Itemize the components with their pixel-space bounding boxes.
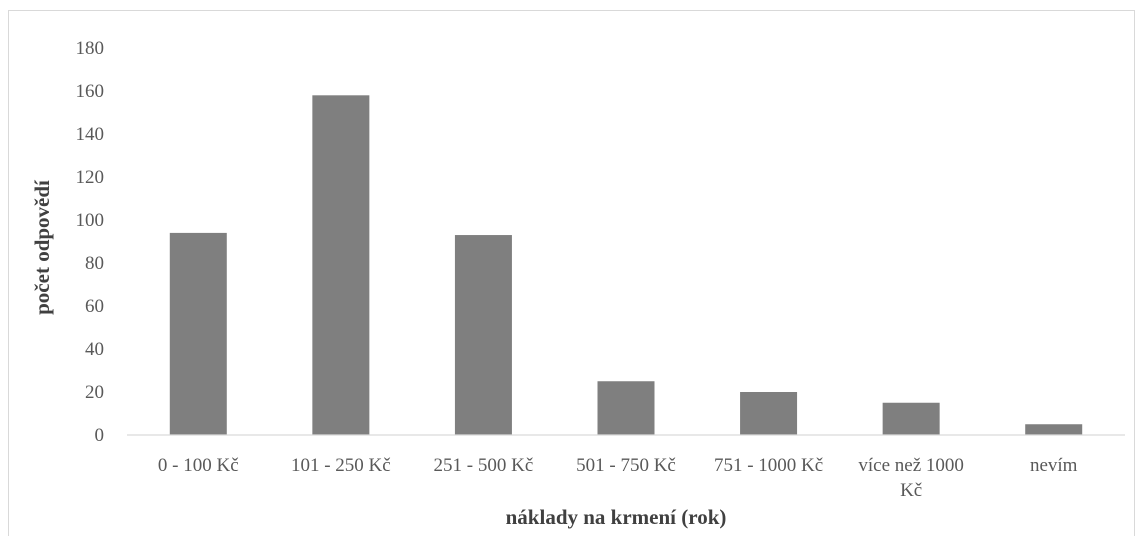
bar xyxy=(312,95,370,436)
x-tick-label-line: více než 1000 xyxy=(858,455,964,476)
bar xyxy=(454,235,512,435)
chart-frame xyxy=(8,10,1135,536)
bar xyxy=(1025,424,1083,435)
bar xyxy=(882,402,940,435)
x-tick-label: nevím xyxy=(1030,455,1078,476)
x-tick-label: 751 - 1000 Kč xyxy=(714,455,823,476)
x-tick-label-line: Kč xyxy=(900,480,922,501)
x-axis-title: náklady na krmení (rok) xyxy=(506,505,727,529)
bar xyxy=(597,381,655,435)
y-tick-label: 0 xyxy=(95,425,105,446)
y-tick-label: 60 xyxy=(85,296,104,317)
y-axis-ticks: 0 20 40 60 80 100 120 140 160 180 xyxy=(76,38,105,446)
x-tick-label: 0 - 100 Kč xyxy=(158,455,239,476)
y-tick-label: 40 xyxy=(85,339,104,360)
x-tick-label: více než 1000 Kč xyxy=(858,455,964,501)
y-tick-label: 140 xyxy=(76,124,105,145)
y-tick-label: 100 xyxy=(76,210,105,231)
y-tick-label: 160 xyxy=(76,81,105,102)
x-tick-label-line: 0 - 100 Kč xyxy=(158,455,239,476)
y-tick-label: 180 xyxy=(76,38,105,59)
y-axis-title: počet odpovědí xyxy=(30,179,54,315)
x-tick-label-line: 501 - 750 Kč xyxy=(576,455,676,476)
x-tick-label: 501 - 750 Kč xyxy=(576,455,676,476)
x-tick-label-line: 251 - 500 Kč xyxy=(434,455,534,476)
x-tick-label-line: nevím xyxy=(1030,455,1078,476)
bar xyxy=(169,232,227,435)
y-tick-label: 20 xyxy=(85,382,104,403)
x-tick-label: 101 - 250 Kč xyxy=(291,455,391,476)
x-tick-label-line: 751 - 1000 Kč xyxy=(714,455,823,476)
bar xyxy=(740,392,798,435)
y-tick-label: 120 xyxy=(76,167,105,188)
y-tick-label: 80 xyxy=(85,253,104,274)
x-axis-ticks: 0 - 100 Kč 101 - 250 Kč 251 - 500 Kč 501 - … xyxy=(158,455,1078,501)
bars xyxy=(169,95,1083,436)
x-tick-label-line: 101 - 250 Kč xyxy=(291,455,391,476)
x-tick-label: 251 - 500 Kč xyxy=(434,455,534,476)
